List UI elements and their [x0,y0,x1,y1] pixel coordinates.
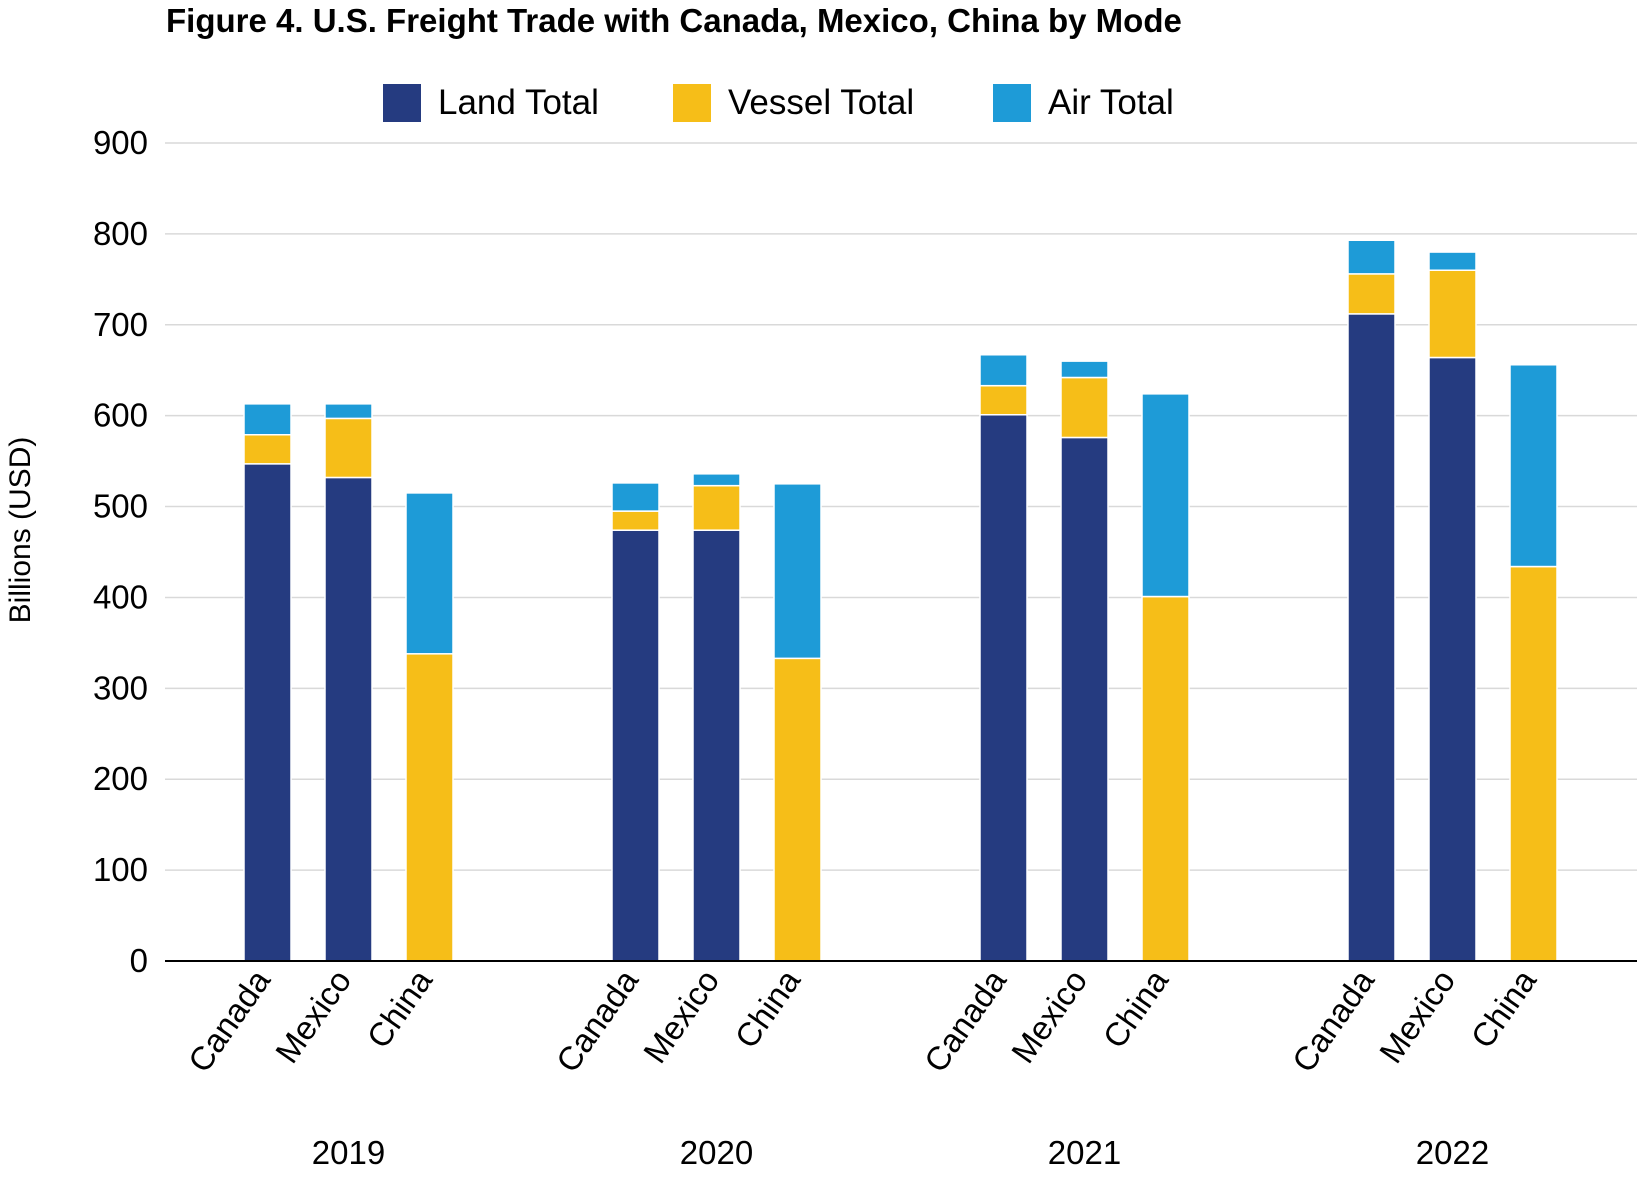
bar-vessel-total-2020-mexico [692,484,741,531]
x-group-label: 2020 [680,1134,753,1171]
x-category-label: Canada [181,962,278,1078]
chart-title: Figure 4. U.S. Freight Trade with Canada… [166,2,1182,39]
bar-land-total-2022-canada [1347,313,1396,962]
x-category-label: Mexico [268,963,358,1070]
bar-air-total-2020-china [773,483,822,660]
y-axis-title: Billions (USD) [4,437,37,624]
y-tick-label: 200 [93,760,148,797]
bar-land-total-2020-canada [611,529,660,962]
y-axis-ticks: 0 100 200 300 400 500 600 700 800 900 [93,124,148,979]
bar-air-total-2021-mexico [1060,360,1109,379]
bar-air-total-2022-canada [1347,239,1396,275]
bar-vessel-total-2021-china [1141,595,1190,962]
legend: Land Total Vessel Total Air Total [383,83,1174,122]
x-category-label: Canada [549,962,646,1078]
bar-vessel-total-2020-canada [611,510,660,531]
x-group-label: 2021 [1048,1134,1121,1171]
bar-land-total-2021-mexico [1060,436,1109,962]
x-category-label: China [1095,962,1175,1054]
bar-air-total-2020-mexico [692,473,741,487]
bars [243,239,1558,962]
bar-air-total-2019-china [405,492,454,655]
bar-air-total-2020-canada [611,482,660,512]
bar-land-total-2019-canada [243,463,292,962]
y-tick-label: 300 [93,669,148,706]
bar-vessel-total-2021-mexico [1060,376,1109,439]
bar-vessel-total-2019-china [405,653,454,962]
x-category-label: Mexico [1004,963,1094,1070]
legend-label: Air Total [1048,83,1174,122]
bar-air-total-2022-china [1509,364,1558,568]
bar-air-total-2019-mexico [324,403,373,420]
legend-label: Vessel Total [728,83,914,122]
bar-air-total-2021-canada [979,354,1028,387]
y-tick-label: 400 [93,578,148,615]
bar-vessel-total-2019-mexico [324,417,373,479]
bar-air-total-2019-canada [243,403,292,436]
y-tick-label: 100 [93,851,148,888]
y-tick-label: 700 [93,306,148,343]
y-tick-label: 0 [130,942,148,979]
y-tick-label: 500 [93,488,148,525]
legend-label: Land Total [438,83,599,122]
y-tick-label: 900 [93,124,148,161]
x-category-label: China [359,962,439,1054]
bar-vessel-total-2019-canada [243,434,292,465]
bar-vessel-total-2022-china [1509,565,1558,962]
bar-vessel-total-2022-mexico [1428,269,1477,359]
legend-swatch-land-total [383,84,421,122]
y-tick-label: 800 [93,215,148,252]
bar-land-total-2022-mexico [1428,356,1477,962]
bar-land-total-2020-mexico [692,529,741,962]
bar-land-total-2019-mexico [324,476,373,962]
x-group-label: 2019 [312,1134,385,1171]
bar-vessel-total-2022-canada [1347,273,1396,315]
gridlines [165,142,1637,871]
bar-air-total-2022-mexico [1428,251,1477,271]
x-group-label: 2022 [1416,1134,1489,1171]
x-category-label: Mexico [1372,963,1462,1070]
legend-swatch-vessel-total [673,84,711,122]
x-category-label: China [1463,962,1543,1054]
x-category-label: Mexico [636,963,726,1070]
bar-vessel-total-2021-canada [979,384,1028,416]
bar-vessel-total-2020-china [773,657,822,962]
bar-air-total-2021-china [1141,393,1190,598]
x-category-label: Canada [917,962,1014,1078]
y-tick-label: 600 [93,397,148,434]
x-category-label: China [727,962,807,1054]
bar-land-total-2021-canada [979,414,1028,962]
legend-swatch-air-total [993,84,1031,122]
x-category-label: Canada [1285,962,1382,1078]
